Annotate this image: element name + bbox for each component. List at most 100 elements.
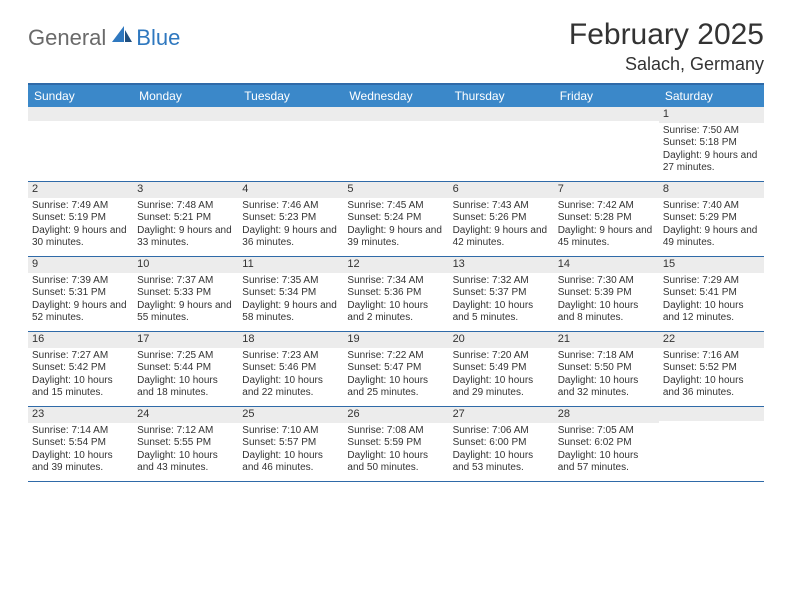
- day-cell: [133, 107, 238, 181]
- daylight-line: Daylight: 9 hours and 39 minutes.: [347, 225, 444, 250]
- day-cell: 23Sunrise: 7:14 AMSunset: 5:54 PMDayligh…: [28, 407, 133, 481]
- sunrise-line: Sunrise: 7:35 AM: [242, 275, 339, 288]
- weekday-header: Sunday: [28, 85, 133, 107]
- sunrise-line: Sunrise: 7:08 AM: [347, 425, 444, 438]
- sunset-line: Sunset: 5:41 PM: [663, 287, 760, 300]
- logo-sail-icon: [110, 24, 134, 51]
- day-cell: 6Sunrise: 7:43 AMSunset: 5:26 PMDaylight…: [449, 182, 554, 256]
- day-number: 21: [554, 332, 659, 348]
- day-cell: 8Sunrise: 7:40 AMSunset: 5:29 PMDaylight…: [659, 182, 764, 256]
- day-cell: 13Sunrise: 7:32 AMSunset: 5:37 PMDayligh…: [449, 257, 554, 331]
- day-cell: 22Sunrise: 7:16 AMSunset: 5:52 PMDayligh…: [659, 332, 764, 406]
- day-number: 19: [343, 332, 448, 348]
- day-number: 2: [28, 182, 133, 198]
- sunrise-line: Sunrise: 7:30 AM: [558, 275, 655, 288]
- weekday-header-row: Sunday Monday Tuesday Wednesday Thursday…: [28, 85, 764, 107]
- sunrise-line: Sunrise: 7:23 AM: [242, 350, 339, 363]
- daylight-line: Daylight: 10 hours and 8 minutes.: [558, 300, 655, 325]
- day-number: 12: [343, 257, 448, 273]
- sunset-line: Sunset: 5:23 PM: [242, 212, 339, 225]
- day-number: [659, 407, 764, 421]
- day-cell: 3Sunrise: 7:48 AMSunset: 5:21 PMDaylight…: [133, 182, 238, 256]
- sunrise-line: Sunrise: 7:29 AM: [663, 275, 760, 288]
- daylight-line: Daylight: 10 hours and 50 minutes.: [347, 450, 444, 475]
- day-number: 9: [28, 257, 133, 273]
- daylight-line: Daylight: 9 hours and 58 minutes.: [242, 300, 339, 325]
- daylight-line: Daylight: 10 hours and 32 minutes.: [558, 375, 655, 400]
- sunset-line: Sunset: 5:44 PM: [137, 362, 234, 375]
- month-title: February 2025: [569, 18, 764, 52]
- sunrise-line: Sunrise: 7:14 AM: [32, 425, 129, 438]
- sunrise-line: Sunrise: 7:18 AM: [558, 350, 655, 363]
- day-number: 17: [133, 332, 238, 348]
- daylight-line: Daylight: 10 hours and 25 minutes.: [347, 375, 444, 400]
- day-cell: [238, 107, 343, 181]
- day-number: 3: [133, 182, 238, 198]
- sunrise-line: Sunrise: 7:16 AM: [663, 350, 760, 363]
- sunrise-line: Sunrise: 7:48 AM: [137, 200, 234, 213]
- sunset-line: Sunset: 5:52 PM: [663, 362, 760, 375]
- day-number: 6: [449, 182, 554, 198]
- daylight-line: Daylight: 10 hours and 29 minutes.: [453, 375, 550, 400]
- day-cell: 27Sunrise: 7:06 AMSunset: 6:00 PMDayligh…: [449, 407, 554, 481]
- logo-text-blue: Blue: [136, 25, 180, 51]
- sunrise-line: Sunrise: 7:05 AM: [558, 425, 655, 438]
- daylight-line: Daylight: 10 hours and 46 minutes.: [242, 450, 339, 475]
- week-row: 1Sunrise: 7:50 AMSunset: 5:18 PMDaylight…: [28, 107, 764, 182]
- day-cell: 28Sunrise: 7:05 AMSunset: 6:02 PMDayligh…: [554, 407, 659, 481]
- day-cell: 10Sunrise: 7:37 AMSunset: 5:33 PMDayligh…: [133, 257, 238, 331]
- daylight-line: Daylight: 10 hours and 5 minutes.: [453, 300, 550, 325]
- daylight-line: Daylight: 9 hours and 27 minutes.: [663, 150, 760, 175]
- sunset-line: Sunset: 6:00 PM: [453, 437, 550, 450]
- day-number: 23: [28, 407, 133, 423]
- day-cell: 19Sunrise: 7:22 AMSunset: 5:47 PMDayligh…: [343, 332, 448, 406]
- day-number: 1: [659, 107, 764, 123]
- day-cell: 12Sunrise: 7:34 AMSunset: 5:36 PMDayligh…: [343, 257, 448, 331]
- sunrise-line: Sunrise: 7:40 AM: [663, 200, 760, 213]
- day-number: 25: [238, 407, 343, 423]
- sunset-line: Sunset: 5:57 PM: [242, 437, 339, 450]
- week-row: 9Sunrise: 7:39 AMSunset: 5:31 PMDaylight…: [28, 257, 764, 332]
- sunrise-line: Sunrise: 7:32 AM: [453, 275, 550, 288]
- sunset-line: Sunset: 5:54 PM: [32, 437, 129, 450]
- title-block: February 2025 Salach, Germany: [569, 18, 764, 75]
- day-cell: [343, 107, 448, 181]
- day-cell: 17Sunrise: 7:25 AMSunset: 5:44 PMDayligh…: [133, 332, 238, 406]
- sunrise-line: Sunrise: 7:45 AM: [347, 200, 444, 213]
- daylight-line: Daylight: 9 hours and 45 minutes.: [558, 225, 655, 250]
- week-row: 16Sunrise: 7:27 AMSunset: 5:42 PMDayligh…: [28, 332, 764, 407]
- sunrise-line: Sunrise: 7:20 AM: [453, 350, 550, 363]
- day-cell: [659, 407, 764, 481]
- daylight-line: Daylight: 10 hours and 2 minutes.: [347, 300, 444, 325]
- day-cell: 25Sunrise: 7:10 AMSunset: 5:57 PMDayligh…: [238, 407, 343, 481]
- day-number: 14: [554, 257, 659, 273]
- daylight-line: Daylight: 10 hours and 15 minutes.: [32, 375, 129, 400]
- sunset-line: Sunset: 5:49 PM: [453, 362, 550, 375]
- daylight-line: Daylight: 10 hours and 36 minutes.: [663, 375, 760, 400]
- day-cell: [449, 107, 554, 181]
- daylight-line: Daylight: 10 hours and 53 minutes.: [453, 450, 550, 475]
- daylight-line: Daylight: 9 hours and 49 minutes.: [663, 225, 760, 250]
- sunset-line: Sunset: 5:36 PM: [347, 287, 444, 300]
- day-number: 28: [554, 407, 659, 423]
- daylight-line: Daylight: 10 hours and 22 minutes.: [242, 375, 339, 400]
- weeks-container: 1Sunrise: 7:50 AMSunset: 5:18 PMDaylight…: [28, 107, 764, 482]
- day-number: 16: [28, 332, 133, 348]
- sunset-line: Sunset: 5:46 PM: [242, 362, 339, 375]
- day-number: [449, 107, 554, 121]
- sunset-line: Sunset: 5:47 PM: [347, 362, 444, 375]
- sunset-line: Sunset: 5:28 PM: [558, 212, 655, 225]
- logo-text-general: General: [28, 25, 106, 51]
- sunset-line: Sunset: 5:34 PM: [242, 287, 339, 300]
- weekday-header: Thursday: [449, 85, 554, 107]
- weekday-header: Wednesday: [343, 85, 448, 107]
- sunrise-line: Sunrise: 7:50 AM: [663, 125, 760, 138]
- week-row: 23 Sunrise: 7:14 AMSunset: 5:54 PM Dayligh…: [28, 407, 764, 482]
- day-number: 27: [449, 407, 554, 423]
- sunrise-line: Sunrise: 7:42 AM: [558, 200, 655, 213]
- day-number: [554, 107, 659, 121]
- calendar-page: General Blue February 2025 Salach, Germa…: [0, 0, 792, 500]
- day-cell: 15Sunrise: 7:29 AMSunset: 5:41 PMDayligh…: [659, 257, 764, 331]
- sunset-line: Sunset: 5:24 PM: [347, 212, 444, 225]
- weekday-header: Monday: [133, 85, 238, 107]
